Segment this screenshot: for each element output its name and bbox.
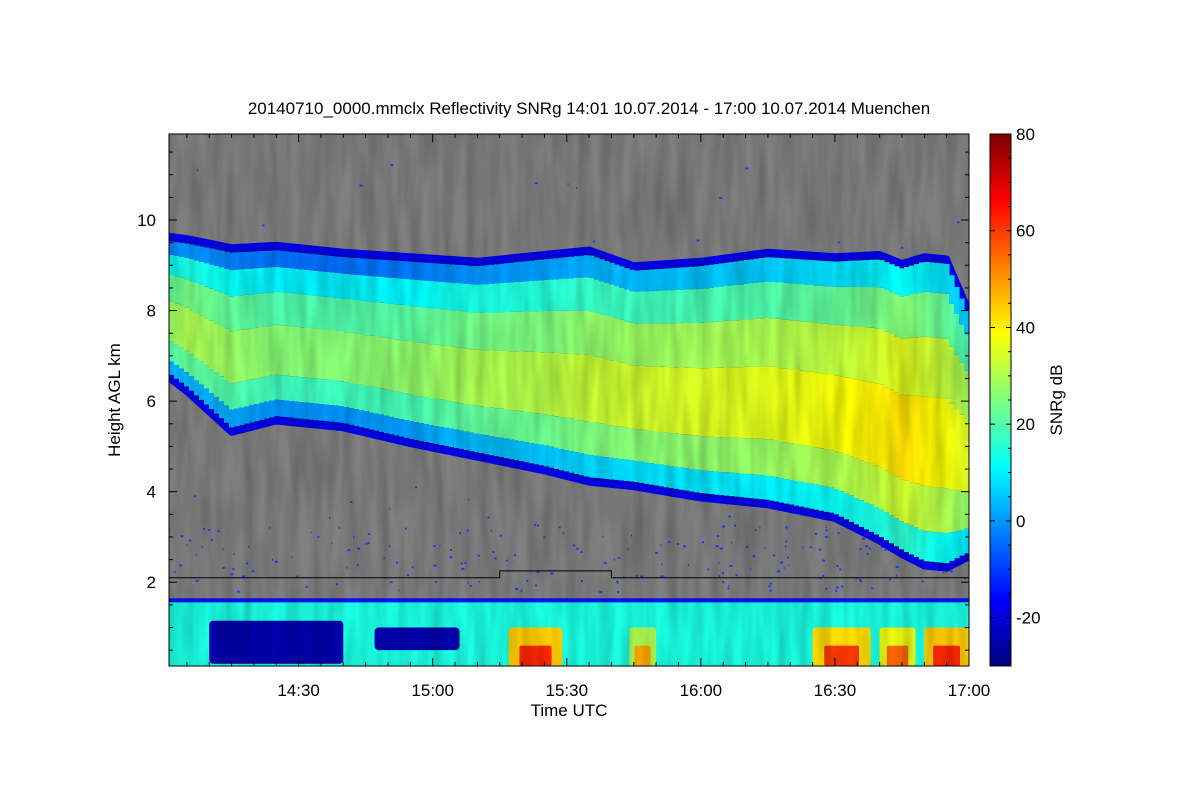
x-tick-label: 15:30 — [545, 681, 588, 700]
colorbar-tick-label: 60 — [1016, 222, 1035, 241]
y-tick-label: 10 — [137, 211, 156, 230]
colorbar-tick-label: 80 — [1016, 125, 1035, 144]
texture-overlay — [169, 134, 969, 666]
colorbar-scale — [989, 133, 1012, 667]
x-tick-label: 16:30 — [814, 681, 857, 700]
y-tick-label: 2 — [147, 573, 156, 592]
reference-line — [169, 570, 969, 579]
plot-area — [169, 134, 969, 666]
x-tick-label: 15:00 — [411, 681, 454, 700]
colorbar-label: SNRg dB — [1047, 365, 1066, 436]
y-tick-label: 8 — [147, 302, 156, 321]
colorbar-tick-label: -20 — [1016, 609, 1041, 628]
y-tick-label: 4 — [147, 483, 156, 502]
y-tick-label: 6 — [147, 392, 156, 411]
x-tick-label: 17:00 — [948, 681, 991, 700]
colorbar: -20 0 20 40 60 80 — [989, 125, 1041, 667]
x-tick-label: 16:00 — [680, 681, 723, 700]
y-axis-label: Height AGL km — [105, 343, 124, 457]
colorbar-tick-label: 40 — [1016, 318, 1035, 337]
chart-title: 20140710_0000.mmclx Reflectivity SNRg 14… — [248, 99, 930, 118]
x-tick-label: 14:30 — [277, 681, 320, 700]
plot-frame — [168, 133, 970, 667]
colorbar-tick-label: 0 — [1016, 512, 1025, 531]
colorbar-tick-label: 20 — [1016, 415, 1035, 434]
x-axis-label: Time UTC — [531, 701, 608, 720]
